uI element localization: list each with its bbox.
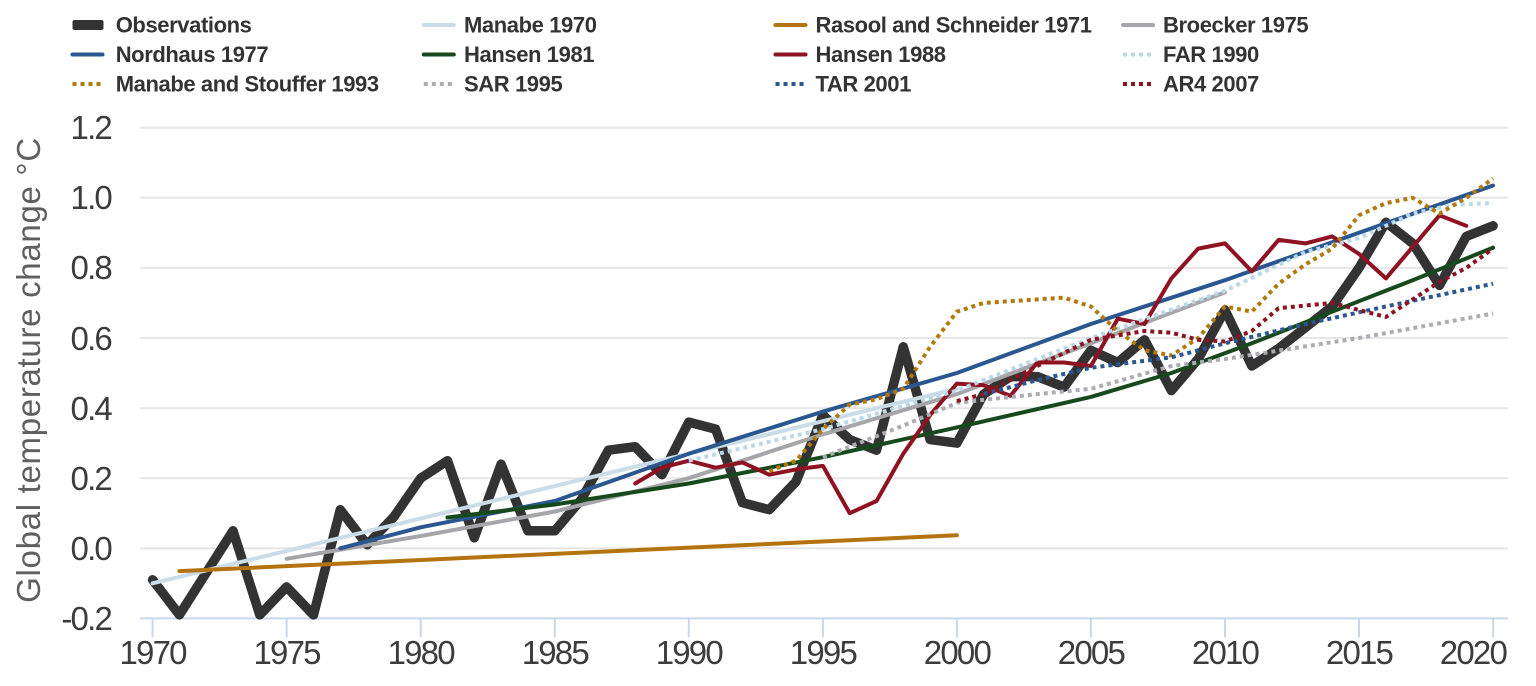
svg-text:Nordhaus 1977: Nordhaus 1977	[116, 42, 269, 67]
svg-text:1980: 1980	[388, 634, 456, 671]
svg-text:1975: 1975	[253, 634, 320, 671]
svg-text:Manabe 1970: Manabe 1970	[464, 13, 597, 38]
svg-text:-0.2: -0.2	[61, 600, 111, 637]
svg-text:1970: 1970	[119, 634, 187, 671]
svg-text:Global temperature change °C: Global temperature change °C	[10, 137, 47, 603]
svg-text:2010: 2010	[1192, 634, 1260, 671]
svg-text:Observations: Observations	[116, 13, 252, 38]
svg-text:2015: 2015	[1326, 634, 1393, 671]
svg-text:FAR 1990: FAR 1990	[1163, 42, 1259, 67]
svg-text:Hansen 1981: Hansen 1981	[464, 42, 594, 67]
svg-text:2005: 2005	[1058, 634, 1125, 671]
svg-text:1.2: 1.2	[71, 109, 112, 146]
svg-text:Hansen 1988: Hansen 1988	[816, 42, 946, 67]
svg-text:0.0: 0.0	[71, 530, 113, 567]
svg-text:TAR 2001: TAR 2001	[816, 72, 912, 97]
svg-text:Broecker 1975: Broecker 1975	[1163, 13, 1308, 38]
svg-text:Manabe and Stouffer 1993: Manabe and Stouffer 1993	[116, 72, 379, 97]
svg-text:0.6: 0.6	[71, 320, 112, 357]
svg-text:1.0: 1.0	[71, 179, 113, 216]
svg-text:AR4 2007: AR4 2007	[1163, 72, 1259, 97]
svg-text:2020: 2020	[1440, 634, 1508, 671]
svg-text:Rasool and Schneider 1971: Rasool and Schneider 1971	[816, 13, 1092, 38]
svg-text:0.2: 0.2	[71, 460, 112, 497]
svg-text:SAR 1995: SAR 1995	[464, 72, 562, 97]
svg-text:0.8: 0.8	[71, 249, 112, 286]
svg-text:1995: 1995	[790, 634, 857, 671]
svg-text:1990: 1990	[656, 634, 724, 671]
svg-text:0.4: 0.4	[71, 390, 113, 427]
svg-text:2000: 2000	[924, 634, 992, 671]
svg-text:1985: 1985	[522, 634, 589, 671]
